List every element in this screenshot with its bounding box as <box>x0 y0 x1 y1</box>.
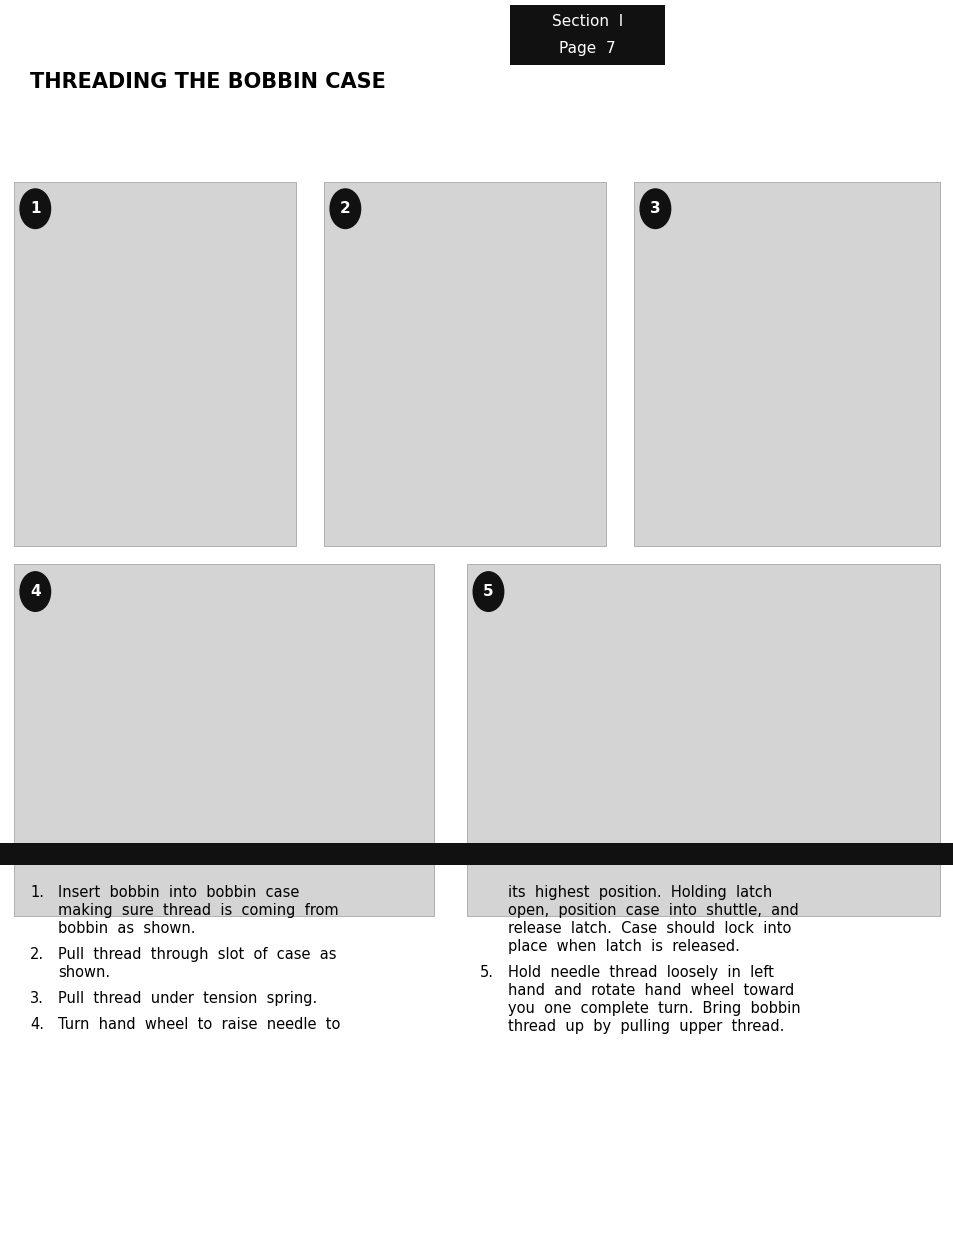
Text: thread  up  by  pulling  upper  thread.: thread up by pulling upper thread. <box>507 1019 783 1034</box>
Circle shape <box>20 572 51 611</box>
Circle shape <box>473 572 503 611</box>
Circle shape <box>20 189 51 228</box>
FancyBboxPatch shape <box>510 5 664 65</box>
Text: shown.: shown. <box>58 965 110 981</box>
Text: Page  7: Page 7 <box>558 41 616 57</box>
Text: Insert  bobbin  into  bobbin  case: Insert bobbin into bobbin case <box>58 885 299 900</box>
Text: release  latch.  Case  should  lock  into: release latch. Case should lock into <box>507 921 791 936</box>
Text: 4.: 4. <box>30 1016 44 1032</box>
Circle shape <box>639 189 670 228</box>
Text: you  one  complete  turn.  Bring  bobbin: you one complete turn. Bring bobbin <box>507 1002 800 1016</box>
Text: hand  and  rotate  hand  wheel  toward: hand and rotate hand wheel toward <box>507 983 794 998</box>
Circle shape <box>330 189 360 228</box>
Text: 3: 3 <box>649 201 660 216</box>
Text: 4: 4 <box>30 584 41 599</box>
Text: Pull  thread  under  tension  spring.: Pull thread under tension spring. <box>58 990 317 1007</box>
Text: Hold  needle  thread  loosely  in  left: Hold needle thread loosely in left <box>507 965 773 981</box>
Text: 2.: 2. <box>30 947 44 962</box>
Text: 3.: 3. <box>30 990 44 1007</box>
Text: 5: 5 <box>482 584 494 599</box>
FancyBboxPatch shape <box>634 182 939 546</box>
Text: bobbin  as  shown.: bobbin as shown. <box>58 921 195 936</box>
FancyBboxPatch shape <box>467 564 939 916</box>
Text: Section  I: Section I <box>551 14 622 28</box>
Text: 1.: 1. <box>30 885 44 900</box>
Text: Pull  thread  through  slot  of  case  as: Pull thread through slot of case as <box>58 947 336 962</box>
Text: place  when  latch  is  released.: place when latch is released. <box>507 939 740 953</box>
Text: 1: 1 <box>30 201 41 216</box>
Text: THREADING THE BOBBIN CASE: THREADING THE BOBBIN CASE <box>30 72 385 91</box>
Text: 5.: 5. <box>479 965 494 981</box>
Text: open,  position  case  into  shuttle,  and: open, position case into shuttle, and <box>507 903 798 918</box>
FancyBboxPatch shape <box>0 844 953 864</box>
FancyBboxPatch shape <box>14 564 434 916</box>
Text: its  highest  position.  Holding  latch: its highest position. Holding latch <box>507 885 771 900</box>
Text: 2: 2 <box>339 201 351 216</box>
Text: making  sure  thread  is  coming  from: making sure thread is coming from <box>58 903 338 918</box>
FancyBboxPatch shape <box>14 182 295 546</box>
FancyBboxPatch shape <box>324 182 605 546</box>
Text: Turn  hand  wheel  to  raise  needle  to: Turn hand wheel to raise needle to <box>58 1016 340 1032</box>
